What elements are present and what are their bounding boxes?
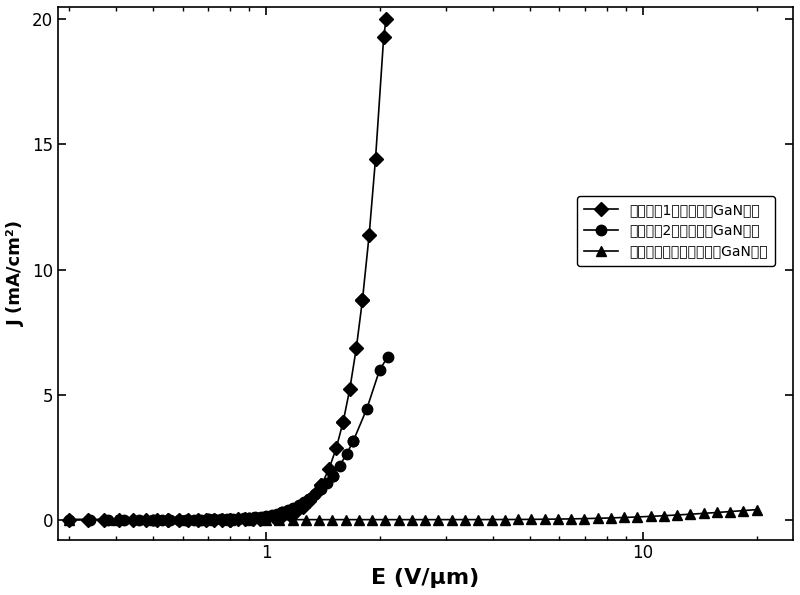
Legend: 采用实例1方法制备的GaN薄膜, 采用实例2方法制备的GaN薄膜, 未采用本发明方法制备的GaN薄膜: 采用实例1方法制备的GaN薄膜, 采用实例2方法制备的GaN薄膜, 未采用本发明…	[577, 196, 775, 265]
Y-axis label: J (mA/cm²): J (mA/cm²)	[7, 220, 25, 326]
X-axis label: E (V/μm): E (V/μm)	[371, 568, 479, 588]
